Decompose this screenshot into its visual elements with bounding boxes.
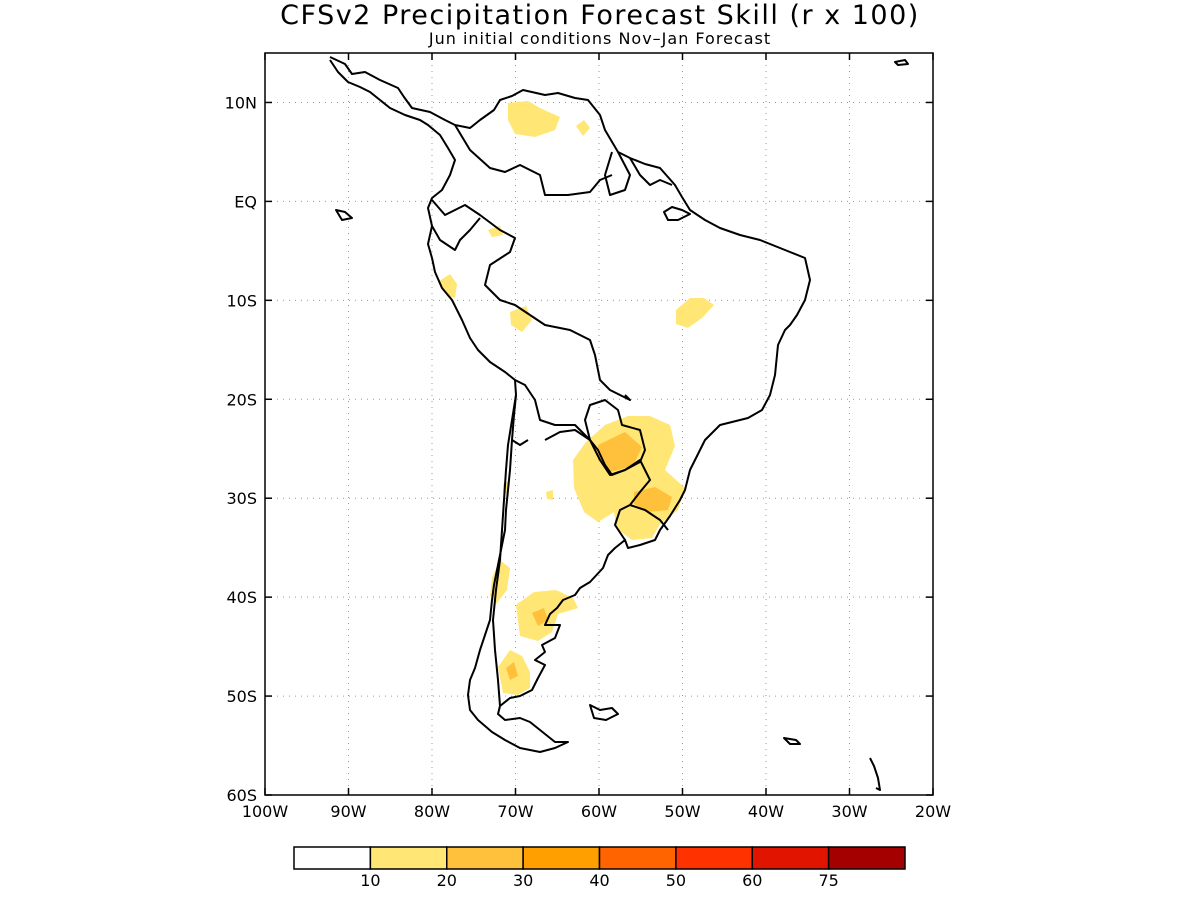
lat-tick-label: 10S: [226, 291, 257, 310]
border: [629, 157, 673, 186]
colorbar-label: 50: [666, 871, 686, 890]
border: [492, 394, 517, 707]
skill-region: [516, 590, 578, 641]
lon-tick-label: 60W: [581, 802, 617, 821]
colorbar-label: 10: [360, 871, 380, 890]
border: [511, 439, 529, 446]
skill-region: [598, 432, 642, 472]
border: [529, 314, 631, 401]
lat-tick-label: 50S: [226, 687, 257, 706]
colorbar-label: 60: [742, 871, 762, 890]
lat-tick-label: 60S: [226, 786, 257, 805]
lon-tick-label: 20W: [915, 802, 951, 821]
tick-labels: 100W 90W 80W 70W 60W 50W 40W 30W 20W 10N EQ 10S 20S 3…: [225, 53, 951, 821]
country-borders: [431, 124, 673, 707]
colorbar-swatch: [446, 846, 524, 870]
skill-region: [532, 608, 548, 626]
lat-tick-label: 30S: [226, 489, 257, 508]
colorbar-label: 75: [818, 871, 838, 890]
coastlines: [329, 56, 909, 791]
lon-tick-label: 70W: [497, 802, 533, 821]
colorbar-label: 30: [513, 871, 533, 890]
border: [629, 504, 669, 531]
border: [454, 124, 613, 196]
colorbar-swatch: [675, 846, 753, 870]
colorbar-swatch: [751, 846, 830, 870]
skill-region: [634, 487, 672, 512]
colorbar-swatch: [293, 846, 372, 870]
lon-tick-label: 90W: [330, 802, 366, 821]
lon-tick-label: 40W: [748, 802, 784, 821]
skill-region: [546, 490, 553, 500]
colorbar-swatch: [827, 846, 906, 870]
lat-tick-label: 10N: [225, 93, 257, 112]
lon-tick-label: 50W: [664, 802, 700, 821]
skill-region: [573, 416, 685, 540]
lat-tick-label: 20S: [226, 390, 257, 409]
island: [335, 209, 353, 221]
south-america-coastline: [329, 56, 811, 753]
lon-tick-label: 100W: [242, 802, 289, 821]
colorbar: 10 20 30 40 50 60 75: [293, 846, 906, 890]
skill-shading: [438, 101, 714, 695]
border: [431, 199, 531, 316]
lat-tick-label: EQ: [234, 192, 257, 211]
lat-tick-label: 40S: [226, 588, 257, 607]
skill-region: [508, 101, 560, 137]
lon-tick-label: 30W: [831, 802, 867, 821]
skill-region: [676, 298, 714, 328]
colorbar-swatch: [522, 846, 601, 870]
island: [663, 206, 691, 221]
border: [514, 379, 591, 441]
colorbar-label: 40: [589, 871, 609, 890]
border: [584, 399, 646, 476]
colorbar-swatch: [598, 846, 677, 870]
island: [783, 737, 801, 745]
island: [589, 704, 619, 721]
chart-title: CFSv2 Precipitation Forecast Skill (r x …: [280, 0, 920, 31]
skill-region: [576, 120, 590, 136]
island: [894, 59, 909, 66]
island: [869, 757, 881, 791]
skill-region: [506, 662, 518, 680]
chart-subtitle: Jun initial conditions Nov–Jan Forecast: [428, 29, 772, 48]
border: [431, 217, 481, 251]
lon-tick-label: 80W: [414, 802, 450, 821]
skill-region: [438, 274, 457, 298]
colorbar-label: 20: [437, 871, 457, 890]
colorbar-swatch: [369, 846, 448, 870]
border: [604, 151, 631, 196]
grid-lines: [265, 53, 933, 795]
border: [544, 429, 651, 541]
